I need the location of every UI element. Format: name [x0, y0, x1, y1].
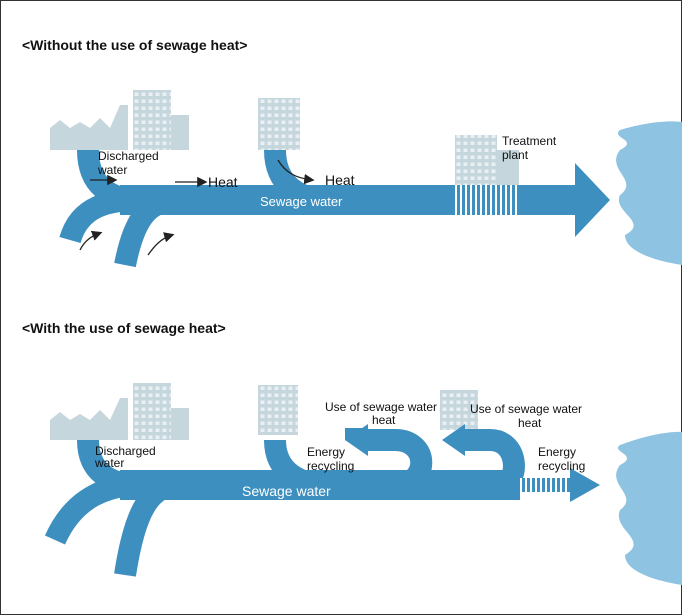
label: Heat: [325, 172, 355, 188]
label: Discharged: [98, 149, 159, 163]
page: <Without the use of sewage heat> Dischar…: [0, 0, 682, 615]
label: water: [94, 456, 124, 470]
label: Heat: [208, 174, 238, 190]
pipe-end: [520, 478, 570, 492]
section-title: <Without the use of sewage heat>: [22, 37, 247, 53]
label: Sewage water: [242, 483, 331, 499]
label: Use of sewage water: [470, 402, 582, 416]
label: Sewage water: [260, 194, 343, 209]
section-title: <With the use of sewage heat>: [22, 320, 226, 336]
label: Energy: [307, 445, 345, 459]
label: Treatment: [502, 134, 557, 148]
label: heat: [372, 413, 396, 427]
label: recycling: [307, 459, 354, 473]
label: Use of sewage water: [325, 400, 437, 414]
label: Energy: [538, 445, 576, 459]
treatment: [455, 185, 517, 215]
diagram: <Without the use of sewage heat> Dischar…: [0, 0, 682, 615]
label: plant: [502, 148, 529, 162]
building: [455, 135, 497, 185]
label: heat: [518, 416, 542, 430]
frame: [1, 1, 682, 615]
label: water: [97, 163, 127, 177]
label: recycling: [538, 459, 585, 473]
